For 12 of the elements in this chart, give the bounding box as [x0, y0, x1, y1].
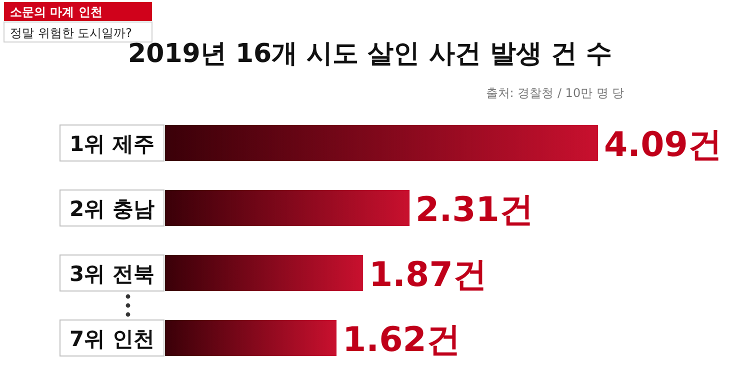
y-tick-label: 1위 제주 [70, 132, 154, 156]
chart-title: 2019년 16개 시도 살인 사건 발생 건 수 [128, 39, 612, 69]
data-label: 1.87건 [368, 255, 487, 295]
y-tick-label: 7위 인천 [70, 327, 154, 351]
data-label: 4.09건 [604, 125, 722, 165]
y-tick-label: 2위 충남 [70, 197, 154, 221]
data-label: 1.62건 [342, 320, 460, 360]
data-label: 2.31건 [416, 190, 534, 230]
chart-subtitle: 출처: 경찰청 / 10만 명 당 [486, 86, 624, 100]
text: 정말 위험한 도시일까? [10, 26, 132, 40]
text: 소문의 마계 인천 [10, 5, 102, 19]
y-tick-label: 3위 전북 [70, 262, 154, 286]
